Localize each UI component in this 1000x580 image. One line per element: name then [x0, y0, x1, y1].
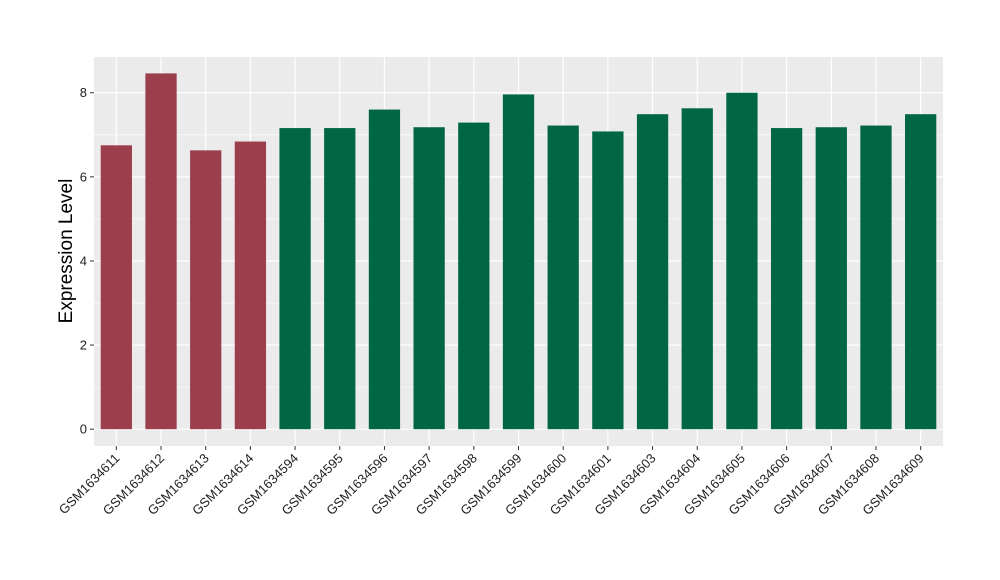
y-axis: 0 2 4 6 8 — [80, 85, 94, 437]
y-axis-title: Expression Level — [56, 179, 77, 324]
x-axis: GSM1634611GSM1634612GSM1634613GSM1634614… — [56, 446, 927, 518]
bar-GSM1634605 — [726, 92, 758, 430]
y-tick-label: 0 — [80, 422, 87, 437]
y-tick-label: 4 — [80, 253, 87, 268]
bar-GSM1634594 — [279, 128, 311, 430]
bar-GSM1634606 — [770, 128, 803, 430]
y-tick-label: 2 — [80, 338, 87, 353]
bar-GSM1634608 — [860, 125, 892, 430]
bar-GSM1634613 — [190, 150, 222, 430]
bar-GSM1634612 — [145, 73, 177, 430]
bar-GSM1634604 — [681, 108, 713, 430]
bar-GSM1634597 — [413, 127, 445, 430]
bar-GSM1634599 — [502, 94, 535, 430]
bar-GSM1634598 — [458, 122, 490, 430]
bar-GSM1634603 — [636, 114, 669, 430]
bar-GSM1634596 — [368, 109, 401, 430]
bar-GSM1634611 — [100, 145, 132, 430]
bars — [100, 73, 937, 430]
y-tick-label: 8 — [80, 85, 87, 100]
bar-GSM1634607 — [815, 127, 847, 430]
y-tick-label: 6 — [80, 169, 87, 184]
bar-GSM1634595 — [324, 128, 356, 430]
bar-GSM1634600 — [547, 125, 579, 430]
bar-GSM1634601 — [592, 131, 624, 430]
bar-GSM1634614 — [234, 141, 267, 430]
bar-GSM1634609 — [905, 114, 937, 430]
